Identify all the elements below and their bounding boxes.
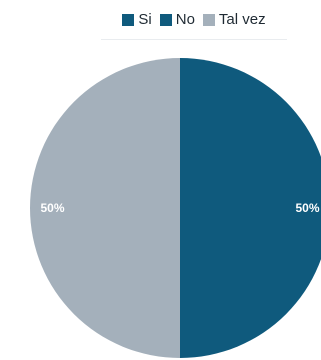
pie-slice-tal-vez <box>30 58 180 358</box>
legend-swatch-no <box>159 13 172 26</box>
pie-data-labels: 50% 50% <box>41 201 320 215</box>
legend-label-no: No <box>175 11 195 28</box>
legend-label-tal-vez: Tal vez <box>218 11 266 28</box>
legend-label-si: Si <box>138 11 152 28</box>
pie-slice-no <box>180 58 321 358</box>
legend-swatch-tal-vez <box>202 13 215 26</box>
data-label-no: 50% <box>295 201 319 215</box>
chart-legend: Si No Tal vez <box>101 0 287 40</box>
data-label-tal-vez: 50% <box>41 201 65 215</box>
pie-slices <box>30 58 321 358</box>
legend-item-tal-vez: Tal vez <box>202 11 266 28</box>
legend-item-no: No <box>159 11 195 28</box>
legend-swatch-si <box>122 13 135 26</box>
legend-item-si: Si <box>122 11 152 28</box>
